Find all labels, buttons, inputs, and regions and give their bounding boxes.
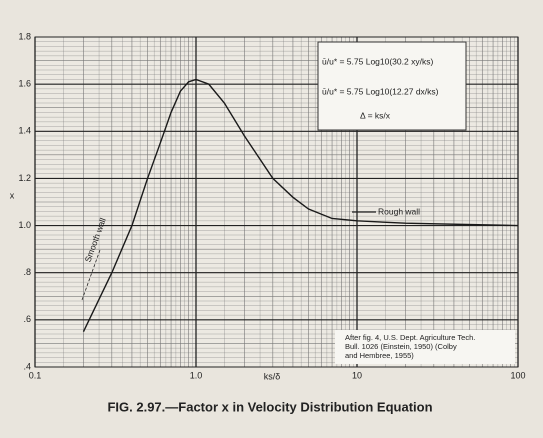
x-axis-label: ks/δ bbox=[264, 371, 281, 381]
x-tick-label: 10 bbox=[352, 370, 362, 380]
annotation: and Hembree, 1955) bbox=[345, 351, 414, 360]
y-tick-label: .8 bbox=[23, 267, 31, 277]
x-tick-label: 100 bbox=[510, 370, 525, 380]
y-tick-label: 1.4 bbox=[18, 126, 31, 136]
citation-box bbox=[335, 330, 515, 364]
annotation: ū/u* = 5.75 Log10(30.2 xy/ks) bbox=[322, 56, 433, 66]
annotation: Rough wall bbox=[378, 206, 420, 216]
y-tick-label: 1.0 bbox=[18, 220, 31, 230]
chart-title: FIG. 2.97.—Factor x in Velocity Distribu… bbox=[107, 399, 432, 414]
y-tick-label: .4 bbox=[23, 361, 31, 371]
y-tick-label: 1.2 bbox=[18, 173, 31, 183]
annotation: Bull. 1026 (Einstein, 1950) (Colby bbox=[345, 342, 457, 351]
equation-box bbox=[317, 41, 467, 131]
y-tick-label: .6 bbox=[23, 314, 31, 324]
annotation: After fig. 4, U.S. Dept. Agriculture Tec… bbox=[345, 333, 475, 342]
annotation: Δ = ks/x bbox=[360, 110, 391, 120]
x-tick-label: 0.1 bbox=[29, 370, 42, 380]
annotation: ū/u* = 5.75 Log10(12.27 dx/ks) bbox=[322, 86, 439, 96]
x-tick-label: 1.0 bbox=[190, 370, 203, 380]
curve bbox=[82, 78, 519, 332]
arrow bbox=[81, 249, 101, 301]
y-tick-label: 1.8 bbox=[18, 31, 31, 41]
y-axis-label: x bbox=[10, 190, 15, 200]
y-tick-label: 1.6 bbox=[18, 79, 31, 89]
